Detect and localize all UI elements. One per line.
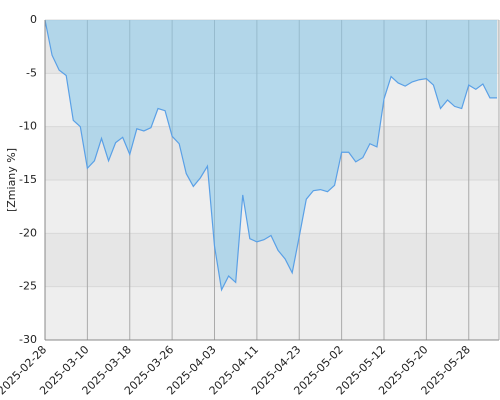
y-tick-label: -15 — [19, 173, 37, 186]
band — [45, 233, 499, 287]
y-tick-label: -10 — [19, 120, 37, 133]
y-tick-label: -30 — [19, 333, 37, 346]
y-tick-label: -25 — [19, 280, 37, 293]
y-tick-label: -20 — [19, 226, 37, 239]
y-tick-label: 0 — [30, 13, 37, 26]
line — [44, 19, 497, 292]
area-fill — [45, 20, 497, 290]
band — [45, 286, 499, 340]
y-tick-label: -5 — [26, 66, 37, 79]
y-axis-label: [Zmiany %] — [5, 148, 18, 212]
